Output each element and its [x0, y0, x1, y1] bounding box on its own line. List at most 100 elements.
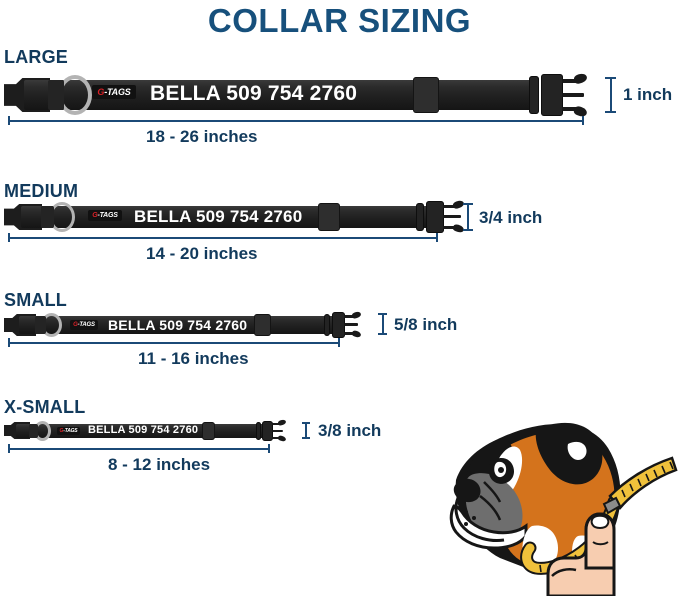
buckle-body	[332, 312, 345, 338]
size-label-xsmall: X-SMALL	[4, 397, 86, 417]
measuring-tape-ticks	[621, 461, 674, 498]
width-marker-small	[378, 313, 387, 335]
dimension-cap-right	[268, 444, 270, 453]
buckle-prong-tip-top	[572, 72, 589, 85]
width-text-medium: 3/4 inch	[479, 208, 543, 227]
buckle-body	[426, 201, 444, 233]
buckle-prong-tip-bottom	[351, 329, 362, 339]
collar-graphic-large: G -TAGS BELLA 509 754 2760	[4, 72, 596, 118]
buckle-prong-tip-top	[351, 310, 362, 320]
dimension-line-large	[8, 116, 584, 125]
fingernail	[590, 514, 610, 530]
buckle-prong-tip-bottom	[572, 105, 589, 118]
buckle-prong-middle	[272, 430, 283, 432]
dog-illustration	[440, 418, 679, 598]
logo-text-rest: -TAGS	[63, 427, 78, 434]
dog-whisker-dot-3	[464, 522, 468, 526]
buckle-body	[262, 421, 273, 441]
dog-whisker-dot-1	[464, 510, 468, 514]
dog-nose	[453, 478, 481, 503]
keeper-loop	[413, 77, 439, 113]
width-marker-xsmall	[302, 422, 310, 439]
dog-ear-highlight	[567, 441, 587, 460]
engraved-text-small: BELLA 509 754 2760	[108, 317, 248, 333]
engraved-text-large: BELLA 509 754 2760	[150, 82, 358, 105]
size-label-medium: MEDIUM	[4, 181, 79, 201]
dog-whisker-dot-2	[472, 516, 476, 520]
buckle-prong-middle	[562, 93, 584, 97]
dimension-line-medium	[8, 233, 438, 242]
buckle-prong-bottom	[562, 107, 578, 111]
width-marker-cap-bottom	[463, 229, 473, 231]
dimension-line-small	[8, 338, 340, 347]
buckle-prong-top	[443, 205, 456, 208]
dimension-cap-right	[436, 233, 438, 242]
buckle-prong-bottom	[344, 332, 355, 335]
d-ring-strap-cover	[29, 424, 38, 438]
width-marker-cap-bottom	[605, 111, 616, 113]
buckle-collar	[256, 422, 261, 440]
logo-accent-letter: G	[73, 322, 78, 328]
logo-accent-letter: G	[92, 212, 98, 219]
buckle-prong-bottom	[272, 437, 281, 439]
buckle-body	[541, 74, 563, 116]
logo-text-rest: -TAGS	[77, 322, 95, 328]
size-label-large: LARGE	[4, 47, 68, 67]
buckle-collar	[416, 203, 424, 231]
hand-index-finger	[584, 512, 616, 570]
page-title: COLLAR SIZING	[207, 2, 472, 39]
d-ring-strap-cover	[41, 206, 54, 228]
length-text-large: 18 - 26 inches	[146, 127, 258, 146]
width-marker-cap-top	[463, 203, 473, 205]
width-marker-stem	[609, 77, 612, 113]
dog-brow-crease	[483, 481, 502, 503]
collar-graphic-xsmall: G -TAGS BELLA 509 754 2760	[4, 418, 298, 443]
buckle-prong-tip-top	[277, 418, 287, 427]
logo-text-rest: -TAGS	[104, 86, 131, 97]
width-marker-cap-top	[302, 422, 310, 424]
dog-jowl	[454, 497, 505, 542]
keeper-loop	[318, 203, 340, 231]
d-ring-strap-cover	[48, 80, 64, 110]
brand-logo: G -TAGS	[88, 210, 122, 221]
hand-knuckle-crease	[592, 541, 609, 546]
width-marker-cap-top	[378, 313, 387, 315]
width-text-xsmall: 3/8 inch	[318, 421, 382, 440]
logo-accent-letter: G	[59, 427, 64, 434]
width-marker-medium	[463, 203, 473, 231]
logo-accent-letter: G	[97, 86, 105, 97]
dimension-line-xsmall	[8, 444, 270, 453]
dimension-cap-left	[8, 444, 10, 453]
hand-thumb-crease	[551, 568, 577, 577]
buckle-prong-middle	[443, 215, 461, 218]
buckle-prong-middle	[344, 323, 358, 326]
measuring-tape-tail	[608, 456, 678, 510]
engraved-text-medium: BELLA 509 754 2760	[134, 207, 303, 226]
length-text-xsmall: 8 - 12 inches	[108, 455, 211, 474]
brand-logo: G -TAGS	[57, 427, 80, 435]
buckle-prong-tip-bottom	[277, 434, 287, 443]
brand-logo: G -TAGS	[92, 85, 136, 99]
width-marker-cap-bottom	[378, 333, 387, 335]
keeper-loop	[202, 422, 215, 440]
buckle-collar	[529, 76, 539, 114]
width-marker-stem	[467, 203, 469, 231]
dog-chin	[449, 504, 528, 550]
keeper-loop	[254, 314, 271, 336]
measuring-tape-clip	[602, 496, 622, 515]
dimension-cap-right	[338, 338, 340, 347]
buckle-prong-bottom	[443, 226, 456, 229]
d-ring-strap-cover	[35, 316, 46, 334]
collar-graphic-small: G -TAGS BELLA 509 754 2760	[4, 310, 376, 339]
length-text-small: 11 - 16 inches	[138, 349, 249, 368]
buckle-collar	[324, 314, 330, 336]
width-text-small: 5/8 inch	[394, 315, 458, 334]
dimension-cap-left	[8, 116, 10, 125]
width-marker-large	[605, 77, 616, 113]
size-label-small: SMALL	[4, 290, 67, 310]
dimension-cap-left	[8, 233, 10, 242]
buckle-prong-top	[562, 79, 578, 83]
width-text-large: 1 inch	[623, 85, 673, 104]
dimension-cap-left	[8, 338, 10, 347]
width-marker-cap-top	[605, 77, 616, 79]
